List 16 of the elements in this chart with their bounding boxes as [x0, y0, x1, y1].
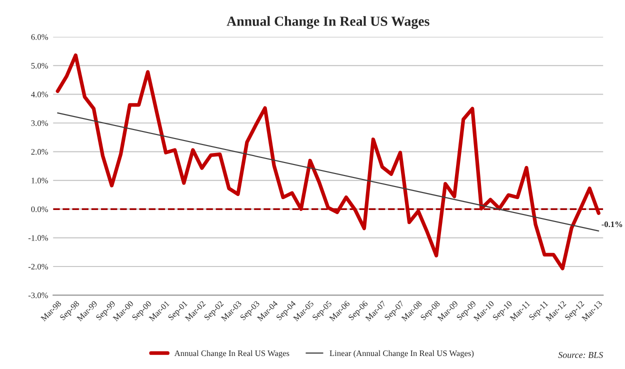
source-note: Source: BLS [558, 352, 603, 358]
line-series [56, 53, 600, 270]
data-label: -0.1% [602, 221, 622, 228]
y-tick-label: 4.0% [31, 92, 48, 98]
y-tick-label: 1.0% [32, 178, 48, 184]
y-tick-label: 2.0% [31, 149, 48, 155]
y-tick-label: -3.0% [28, 292, 48, 298]
y-tick-label: -1.0% [28, 235, 48, 241]
chart-title: Annual Change In Real US Wages [226, 16, 430, 29]
legend-label: Annual Change In Real US Wages [174, 350, 290, 358]
y-tick-label: -2.0% [28, 264, 48, 270]
y-tick-label: 6.0% [31, 34, 48, 40]
legend-label: Linear (Annual Change In Real US Wages) [330, 350, 474, 358]
y-tick-label: 5.0% [31, 62, 48, 69]
y-tick-label: 3.0% [31, 120, 48, 126]
y-tick-label: 0.0% [31, 206, 48, 212]
